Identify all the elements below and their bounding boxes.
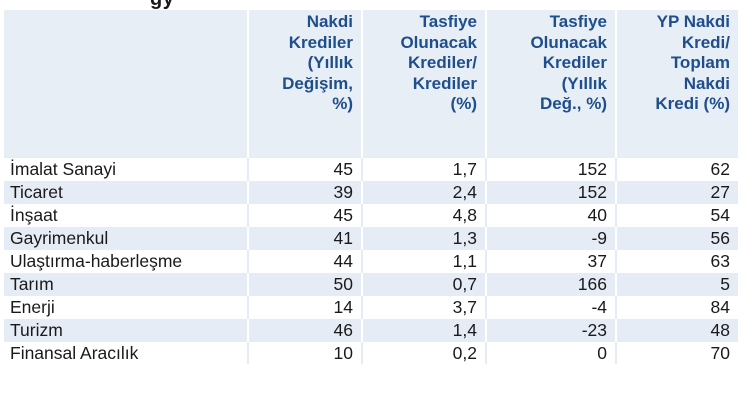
header-sector xyxy=(4,10,249,158)
header-yp-nakdi: YP Nakdi Kredi/ Toplam Nakdi Kredi (%) xyxy=(616,10,738,158)
value-cell: 62 xyxy=(616,157,738,181)
value-cell: 70 xyxy=(616,341,738,364)
sector-credit-table: Nakdi Krediler (Yıllık Değişim, %) Tasfi… xyxy=(4,10,738,364)
header-tasfiye-degisim: Tasfiye Olunacak Krediler (Yıllık Değ., … xyxy=(486,10,617,158)
value-cell: 63 xyxy=(616,249,738,273)
value-cell: 39 xyxy=(248,180,363,204)
value-cell: 0,2 xyxy=(362,341,487,364)
value-cell: 5 xyxy=(616,272,738,296)
table-row: İmalat Sanayi 45 1,7 152 62 xyxy=(4,157,738,181)
table-row: İnşaat 45 4,8 40 54 xyxy=(4,203,738,227)
sector-cell: İmalat Sanayi xyxy=(4,157,249,181)
cropped-title-text: gy xyxy=(150,0,174,11)
value-cell: 166 xyxy=(486,272,617,296)
value-cell: 10 xyxy=(248,341,363,364)
sector-cell: Finansal Aracılık xyxy=(4,341,249,364)
sector-cell: Tarım xyxy=(4,272,249,296)
value-cell: 1,1 xyxy=(362,249,487,273)
sector-cell: Ulaştırma-haberleşme xyxy=(4,249,249,273)
sector-cell: Enerji xyxy=(4,295,249,319)
value-cell: 46 xyxy=(248,318,363,342)
value-cell: 1,7 xyxy=(362,157,487,181)
sector-cell: Ticaret xyxy=(4,180,249,204)
value-cell: 0 xyxy=(486,341,617,364)
value-cell: -23 xyxy=(486,318,617,342)
table-row: Ulaştırma-haberleşme 44 1,1 37 63 xyxy=(4,249,738,273)
value-cell: 37 xyxy=(486,249,617,273)
table-row: Tarım 50 0,7 166 5 xyxy=(4,272,738,296)
value-cell: 84 xyxy=(616,295,738,319)
value-cell: 3,7 xyxy=(362,295,487,319)
value-cell: 41 xyxy=(248,226,363,250)
value-cell: 152 xyxy=(486,180,617,204)
cropped-title: gy xyxy=(0,0,740,12)
sector-cell: Turizm xyxy=(4,318,249,342)
value-cell: 44 xyxy=(248,249,363,273)
value-cell: 14 xyxy=(248,295,363,319)
value-cell: 2,4 xyxy=(362,180,487,204)
table-row: Gayrimenkul 41 1,3 -9 56 xyxy=(4,226,738,250)
value-cell: 48 xyxy=(616,318,738,342)
value-cell: -9 xyxy=(486,226,617,250)
table-header-row: Nakdi Krediler (Yıllık Değişim, %) Tasfi… xyxy=(4,10,738,158)
header-nakdi-krediler: Nakdi Krediler (Yıllık Değişim, %) xyxy=(248,10,363,158)
sector-cell: İnşaat xyxy=(4,203,249,227)
table-row: Enerji 14 3,7 -4 84 xyxy=(4,295,738,319)
value-cell: 45 xyxy=(248,203,363,227)
value-cell: 152 xyxy=(486,157,617,181)
value-cell: 1,3 xyxy=(362,226,487,250)
value-cell: 56 xyxy=(616,226,738,250)
header-tasfiye-oran: Tasfiye Olunacak Krediler/ Krediler (%) xyxy=(362,10,487,158)
table-row: Turizm 46 1,4 -23 48 xyxy=(4,318,738,342)
table-row: Finansal Aracılık 10 0,2 0 70 xyxy=(4,341,738,364)
value-cell: 27 xyxy=(616,180,738,204)
value-cell: 0,7 xyxy=(362,272,487,296)
value-cell: 54 xyxy=(616,203,738,227)
value-cell: 1,4 xyxy=(362,318,487,342)
value-cell: 50 xyxy=(248,272,363,296)
table-row: Ticaret 39 2,4 152 27 xyxy=(4,180,738,204)
value-cell: 4,8 xyxy=(362,203,487,227)
value-cell: -4 xyxy=(486,295,617,319)
sector-cell: Gayrimenkul xyxy=(4,226,249,250)
value-cell: 40 xyxy=(486,203,617,227)
value-cell: 45 xyxy=(248,157,363,181)
